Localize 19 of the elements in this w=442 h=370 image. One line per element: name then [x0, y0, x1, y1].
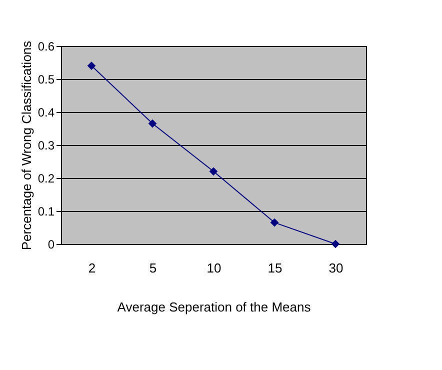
point: [87, 62, 96, 70]
x-tick-label: 2: [88, 260, 96, 276]
y-tick-label: 0.6: [38, 40, 55, 54]
y-tick-label: 0.2: [38, 172, 55, 186]
point: [148, 119, 157, 128]
point: [270, 218, 279, 227]
x-tick-label: 5: [149, 260, 157, 276]
x-tick-label: 15: [268, 260, 282, 276]
y-tick-label: 0: [48, 238, 55, 252]
point: [209, 167, 218, 176]
x-tick-label: 10: [206, 260, 222, 276]
y-tick-label: 0.1: [38, 204, 55, 218]
y-tick-label: 0.4: [38, 106, 55, 120]
x-tick-label: 30: [328, 260, 344, 276]
y-tick-label: 0.3: [38, 138, 55, 152]
y-axis-title: Percentage of Wrong Classifications: [18, 40, 34, 250]
y-tick-label: 0.5: [38, 72, 55, 86]
x-axis-title: Average Seperation of the Means: [117, 300, 312, 314]
point: [331, 240, 340, 248]
